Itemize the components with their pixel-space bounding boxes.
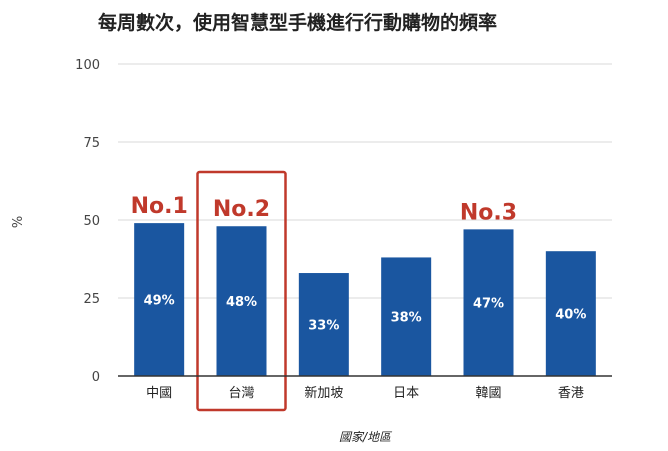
grid-lines [118, 63, 612, 299]
bars: 49% 48% 33% 38% 47% 40% [134, 223, 596, 376]
chart-title: 每周數次，使用智慧型手機進行行動購物的頻率 [98, 11, 497, 34]
data-label: 33% [308, 319, 339, 334]
data-label: 40% [555, 308, 586, 323]
highlight-box [196, 170, 287, 412]
data-label: 47% [473, 297, 504, 312]
x-tick-label: 香港 [558, 386, 584, 401]
bar [134, 223, 185, 376]
bar [381, 257, 432, 376]
y-tick-label: 25 [83, 292, 100, 307]
data-label: 49% [144, 294, 175, 309]
annotations: No.1 No.2 No.3 [131, 170, 517, 412]
x-tick-label: 韓國 [475, 386, 501, 401]
bar [463, 229, 514, 376]
rank-annotation: No.2 [213, 197, 270, 222]
y-axis-ticks: 0 25 50 75 100 [75, 58, 100, 385]
bar [216, 226, 267, 376]
x-tick-label: 中國 [146, 386, 172, 401]
x-tick-label: 日本 [393, 386, 419, 401]
bar [545, 251, 596, 376]
data-label: 38% [391, 311, 422, 326]
data-label: 48% [226, 295, 257, 310]
x-tick-label: 新加坡 [304, 385, 343, 401]
rank-annotation: No.1 [131, 194, 188, 219]
x-axis-label: 國家/地區 [339, 430, 393, 444]
x-axis-ticks: 中國 台灣 新加坡 日本 韓國 香港 [146, 385, 584, 401]
y-tick-label: 100 [75, 58, 100, 73]
x-tick-label: 台灣 [228, 386, 254, 401]
y-tick-label: 0 [92, 370, 100, 385]
y-tick-label: 50 [83, 214, 100, 229]
bar [298, 273, 349, 376]
y-axis-label: % [11, 216, 26, 228]
rank-annotation: No.3 [460, 200, 517, 225]
y-tick-label: 75 [83, 136, 100, 151]
